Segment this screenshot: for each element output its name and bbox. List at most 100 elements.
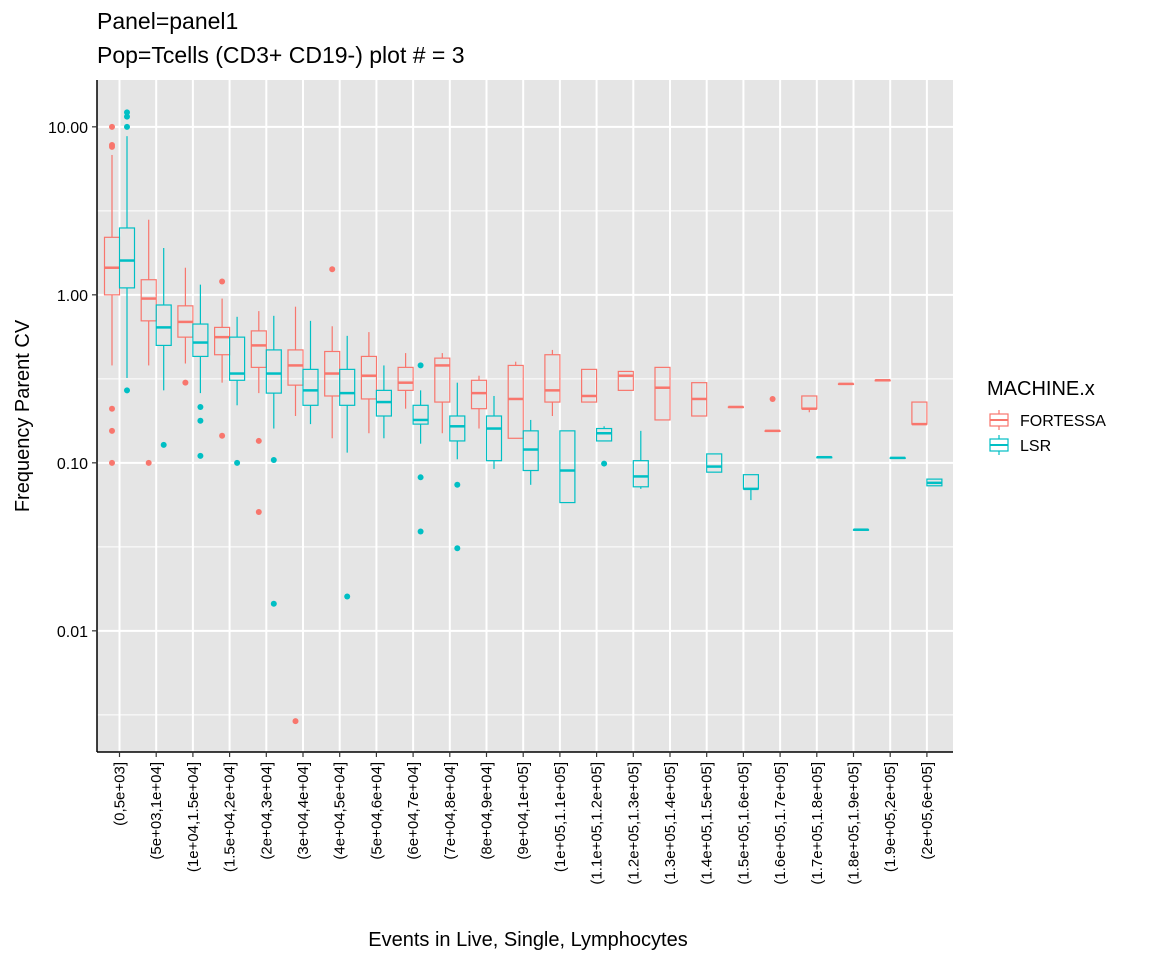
box-fortessa-19 [801, 395, 818, 413]
box-body [397, 366, 414, 391]
x-tick-label: (1.9e+05,2e+05] [882, 762, 899, 872]
x-axis-ticks: (0,5e+03] (5e+03,1e+04] (1e+04,1.5e+04] (1.… [112, 752, 936, 885]
box-body [470, 379, 488, 410]
outlier-point [197, 452, 204, 459]
outlier-point [160, 441, 167, 448]
box-fortessa-21 [874, 379, 891, 382]
x-tick-label: (5e+03,1e+04] [148, 762, 165, 860]
box-fortessa-1 [140, 219, 157, 466]
outlier-point [197, 417, 204, 424]
x-tick-label: (1.5e+04,2e+04] [222, 762, 239, 872]
x-tick-label: (7e+04,8e+04] [442, 762, 459, 860]
box-body [595, 427, 613, 442]
x-tick-label: (1.3e+05,1.4e+05] [662, 762, 679, 885]
x-tick-label: (2e+05,6e+05] [919, 762, 936, 860]
outlier-point [417, 474, 424, 481]
legend-item-fortessa: FORTESSA [987, 408, 1106, 432]
x-tick-label: (1.5e+05,1.6e+05] [735, 762, 752, 885]
outlier-point [109, 427, 115, 434]
box-fortessa-2 [177, 267, 194, 386]
x-axis-label: Events in Live, Single, Lymphocytes [368, 929, 687, 951]
box-fortessa-8 [397, 353, 414, 409]
box-body [192, 323, 209, 358]
box-lsr-0 [118, 109, 136, 394]
box-body [617, 370, 634, 391]
box-body [140, 279, 157, 322]
outlier-point [454, 545, 461, 552]
box-lsr-16 [706, 453, 723, 473]
box-body [360, 355, 377, 400]
outlier-point [109, 143, 115, 150]
y-tick-label: 0.01 [57, 624, 88, 641]
box-lsr-1 [155, 248, 172, 448]
outlier-point [109, 123, 115, 130]
box-lsr-4 [265, 315, 282, 607]
outlier-point [601, 460, 608, 467]
box-lsr-12 [559, 430, 576, 504]
legend-item-lsr: LSR [987, 433, 1051, 457]
box-body [412, 404, 429, 425]
chart-title: Panel=panel1 [97, 8, 238, 34]
outlier-point [124, 113, 130, 120]
x-tick-label: (1e+05,1.1e+05] [552, 762, 569, 872]
box-body [654, 366, 671, 421]
box-body [507, 364, 524, 439]
box-lsr-22 [926, 478, 943, 487]
outlier-point [329, 266, 336, 273]
x-tick-label: (2e+04,3e+04] [258, 762, 275, 860]
box-fortessa-11 [507, 361, 524, 439]
box-lsr-19 [816, 455, 833, 459]
x-tick-label: (1.2e+05,1.3e+05] [625, 762, 642, 885]
box-body [229, 336, 246, 381]
outlier-point [417, 528, 424, 535]
legend-title: MACHINE.x [987, 378, 1095, 400]
box-lsr-21 [889, 456, 906, 460]
x-tick-label: (1.1e+05,1.2e+05] [589, 762, 606, 885]
box-body [339, 368, 356, 406]
outlier-point [255, 508, 262, 515]
box-fortessa-14 [617, 370, 634, 391]
box-lsr-14 [632, 430, 649, 489]
x-tick-label: (1.4e+05,1.5e+05] [699, 762, 716, 885]
box-fortessa-10 [470, 375, 488, 429]
outlier-point [417, 362, 424, 369]
box-lsr-10 [485, 395, 503, 469]
x-tick-label: (1.8e+05,1.9e+05] [846, 762, 863, 885]
outlier-point [234, 459, 241, 466]
chart-subtitle: Pop=Tcells (CD3+ CD19-) plot # = 3 [97, 42, 465, 68]
box-body [580, 368, 598, 403]
plot-panel [97, 80, 953, 752]
box-body [118, 227, 136, 289]
outlier-point [769, 395, 776, 402]
y-tick-label: 0.10 [57, 456, 88, 473]
box-fortessa-13 [580, 368, 598, 403]
outlier-point [270, 600, 277, 607]
outlier-point [454, 481, 461, 488]
box-body [155, 304, 172, 347]
outlier-point [292, 718, 299, 725]
box-fortessa-5 [287, 306, 304, 725]
outlier-point [219, 278, 226, 285]
x-tick-label: (8e+04,9e+04] [479, 762, 496, 860]
box-lsr-6 [339, 335, 356, 600]
boxes-layer [103, 109, 943, 725]
box-body [287, 349, 304, 386]
y-axis-ticks: 0.01 0.10 1.00 10.00 [48, 120, 97, 641]
x-tick-label: (0,5e+03] [112, 762, 129, 826]
box-fortessa-17 [727, 405, 745, 409]
outlier-point [344, 593, 351, 600]
outlier-point [255, 437, 262, 444]
box-fortessa-20 [837, 382, 855, 386]
y-tick-label: 10.00 [48, 120, 88, 137]
outlier-point [219, 432, 226, 439]
outlier-point [145, 459, 152, 466]
x-tick-label: (5e+04,6e+04] [368, 762, 385, 860]
box-lsr-9 [449, 382, 466, 552]
box-body [449, 415, 466, 442]
outlier-point [124, 109, 130, 116]
box-body [706, 453, 723, 473]
y-tick-label: 1.00 [57, 288, 88, 305]
legend-label: FORTESSA [1020, 413, 1106, 430]
box-lsr-17 [742, 474, 760, 501]
